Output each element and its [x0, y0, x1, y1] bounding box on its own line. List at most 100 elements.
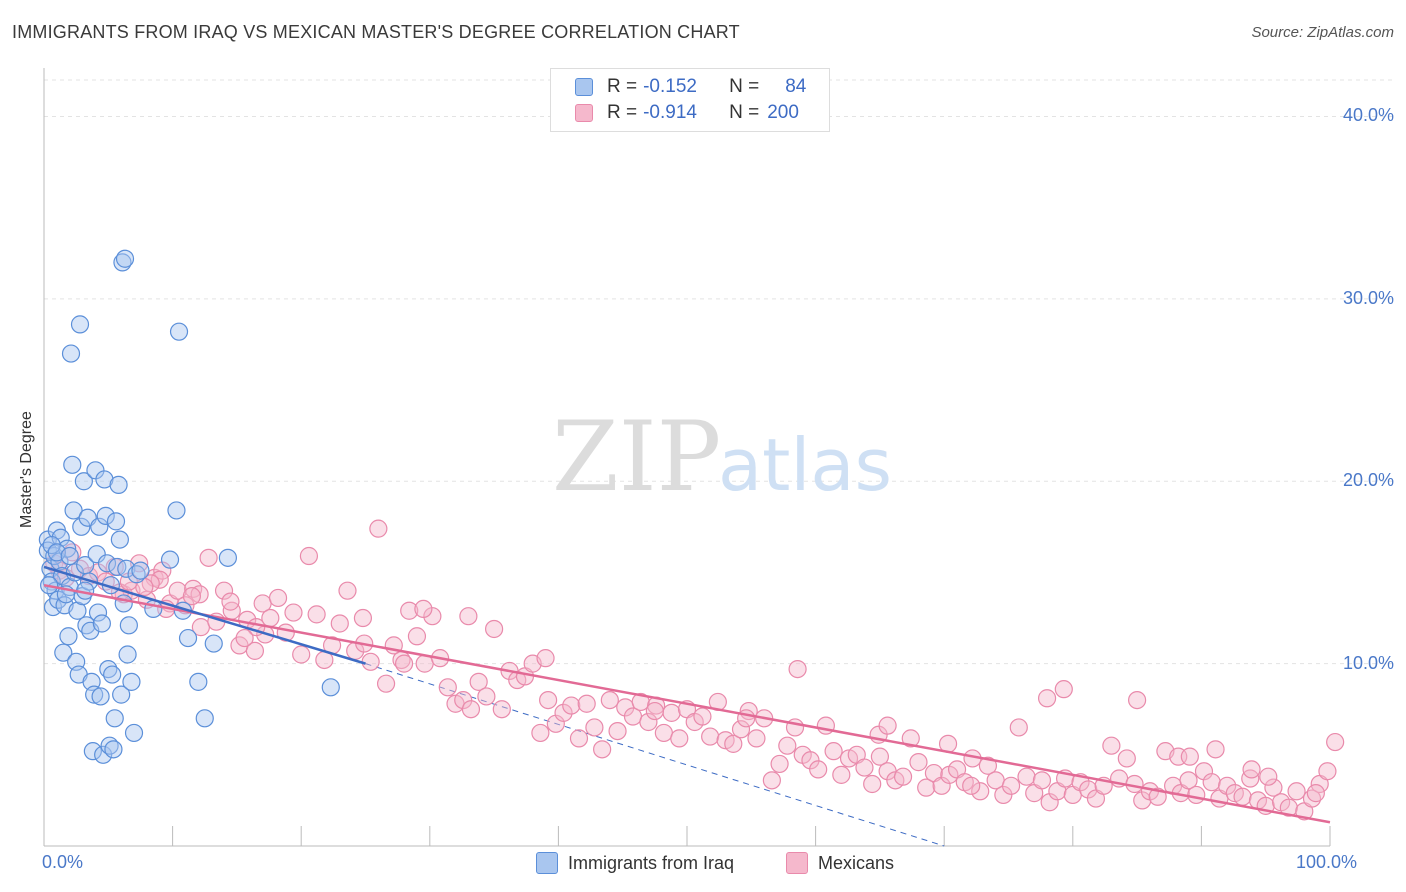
point-mexicans — [1259, 767, 1278, 786]
point-mexicans — [788, 659, 807, 679]
series-mexicans-points — [45, 519, 1345, 821]
point-iraq — [119, 616, 138, 635]
point-mexicans — [1241, 769, 1260, 788]
bottom-legend-label-iraq: Immigrants from Iraq — [568, 852, 735, 873]
point-mexicans — [1287, 782, 1306, 801]
point-mexicans — [539, 690, 558, 710]
point-iraq — [204, 634, 223, 653]
point-iraq — [160, 550, 180, 569]
point-iraq — [110, 530, 129, 549]
bottom-legend-iraq: Immigrants from Iraq — [536, 852, 734, 874]
point-mexicans — [770, 754, 789, 774]
point-mexicans — [536, 649, 555, 668]
point-mexicans — [1079, 780, 1098, 799]
point-mexicans — [631, 692, 650, 712]
watermark: ZIP atlas — [552, 401, 892, 513]
point-mexicans — [299, 546, 319, 566]
point-mexicans — [731, 720, 751, 739]
point-mexicans — [469, 672, 488, 691]
point-mexicans — [245, 641, 265, 660]
point-iraq — [94, 745, 113, 764]
point-mexicans — [214, 581, 234, 600]
point-mexicans — [221, 592, 240, 611]
point-mexicans — [917, 778, 936, 797]
point-iraq — [60, 546, 79, 566]
point-mexicans — [878, 716, 897, 735]
point-mexicans — [569, 729, 589, 748]
trend-line-mexicans — [43, 583, 1331, 824]
point-iraq — [131, 561, 150, 580]
point-iraq — [118, 645, 137, 664]
y-axis-label: Master's Degree — [18, 411, 35, 528]
point-iraq — [64, 501, 83, 520]
point-mexicans — [182, 587, 201, 606]
legend-swatch-mexicans — [575, 104, 593, 122]
point-mexicans — [531, 723, 550, 743]
point-mexicans — [414, 599, 433, 619]
point-iraq — [105, 709, 124, 728]
point-mexicans — [400, 601, 419, 620]
point-mexicans — [747, 729, 766, 748]
point-mexicans — [330, 614, 349, 633]
point-mexicans — [492, 700, 511, 719]
legend-r-label: R = — [607, 76, 638, 97]
point-iraq — [54, 643, 73, 662]
point-iraq — [74, 472, 93, 491]
point-iraq — [63, 455, 82, 474]
point-mexicans — [693, 707, 712, 726]
point-mexicans — [361, 652, 380, 671]
point-mexicans — [353, 608, 373, 628]
point-mexicans — [809, 760, 828, 779]
point-iraq — [92, 614, 111, 633]
point-mexicans — [376, 674, 396, 693]
point-mexicans — [1102, 736, 1121, 755]
point-mexicans — [670, 729, 689, 748]
point-mexicans — [1117, 749, 1136, 768]
point-iraq — [108, 557, 127, 577]
point-mexicans — [307, 605, 326, 624]
point-mexicans — [1001, 776, 1021, 795]
point-iraq — [96, 506, 115, 525]
point-mexicans — [459, 607, 478, 626]
point-mexicans — [1032, 771, 1052, 790]
point-mexicans — [1133, 791, 1152, 810]
point-mexicans — [268, 588, 288, 608]
point-mexicans — [662, 703, 681, 722]
legend-row-mexicans: R = -0.914 N = 200 — [575, 101, 799, 125]
trend-line-iraq — [43, 565, 366, 665]
point-mexicans — [554, 703, 573, 722]
point-iraq — [144, 599, 163, 619]
point-iraq — [218, 548, 237, 567]
legend-row-iraq: R = -0.152 N = 84 — [575, 75, 806, 99]
legend-swatch-iraq — [575, 78, 593, 96]
legend-r-label: R = — [607, 102, 638, 123]
x-tick-label-min: 0.0% — [42, 852, 84, 872]
point-mexicans — [778, 736, 797, 755]
point-mexicans — [654, 723, 673, 743]
y-tick-label: 40.0% — [1342, 105, 1394, 126]
point-mexicans — [1127, 690, 1147, 710]
legend-n-label: N = — [729, 76, 760, 97]
point-iraq — [106, 512, 126, 531]
y-tick-label: 30.0% — [1342, 287, 1394, 308]
trend-line-iraq-extrapolated — [365, 663, 945, 847]
point-iraq — [321, 678, 340, 697]
point-mexicans — [1009, 718, 1028, 737]
point-mexicans — [1242, 760, 1261, 779]
point-mexicans — [292, 645, 311, 664]
point-mexicans — [1017, 767, 1036, 786]
point-iraq — [112, 685, 131, 704]
point-mexicans — [394, 654, 414, 673]
point-mexicans — [168, 581, 187, 600]
y-tick-label: 10.0% — [1342, 652, 1394, 673]
point-mexicans — [870, 747, 890, 766]
point-iraq — [95, 470, 114, 489]
point-mexicans — [577, 694, 596, 713]
point-mexicans — [1264, 778, 1283, 797]
point-mexicans — [477, 687, 496, 706]
point-iraq — [72, 517, 91, 536]
legend-r-value: -0.914 — [643, 102, 697, 123]
point-mexicans — [1279, 798, 1298, 817]
chart-title: IMMIGRANTS FROM IRAQ VS MEXICAN MASTER'S… — [12, 22, 740, 42]
series-iraq-points — [38, 249, 340, 764]
